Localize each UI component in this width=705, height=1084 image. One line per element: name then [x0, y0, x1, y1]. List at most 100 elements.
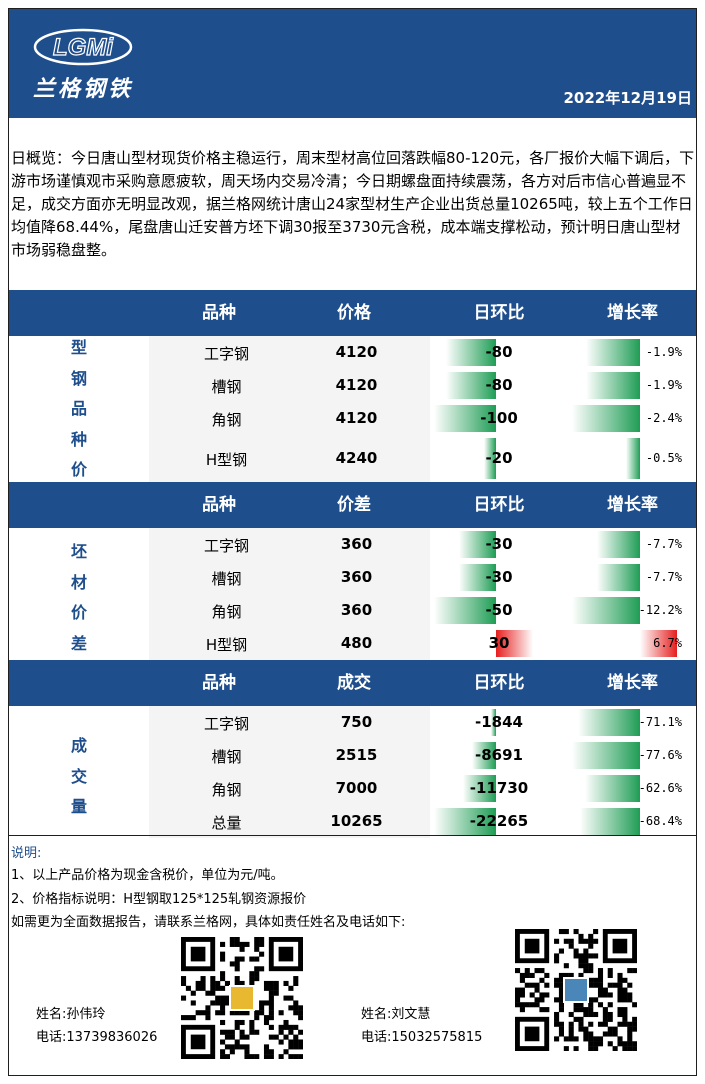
variety-name: 总量	[211, 813, 242, 832]
qr-pattern	[515, 929, 637, 1051]
table-row: 槽钢 4120 -80 -1.9%	[9, 369, 696, 402]
section-label-char: 型	[70, 338, 87, 357]
rate-bar	[578, 709, 640, 736]
rate-cell: -71.1%	[569, 706, 696, 739]
note-line-2: 2、价格指标说明：H型钢取125*125轧钢资源报价	[11, 892, 307, 907]
variety-name: 角钢	[211, 410, 242, 429]
variety-name: H型钢	[205, 450, 248, 469]
note-line-1: 1、以上产品价格为现金含税价，单位为元/吨。	[11, 868, 284, 883]
change-value: -50	[485, 600, 513, 619]
rate-bar	[572, 742, 640, 769]
value-cell: 360	[340, 534, 373, 553]
rate-value: -0.5%	[645, 450, 682, 465]
change-cell: -80	[429, 369, 569, 402]
table-header-row: 品种 成交 日环比 增长率	[9, 660, 696, 706]
change-cell: -8691	[429, 739, 569, 772]
footer-divider	[9, 835, 696, 836]
section-label-char: 交	[70, 766, 87, 786]
daily-overview: 日概览：今日唐山型材现货价格主稳运行，周末型材高位回落跌幅80-120元，各厂报…	[11, 149, 695, 259]
variety-name: 工字钢	[203, 714, 249, 733]
section-label-char: 品	[70, 399, 87, 418]
column-header: 品种	[202, 303, 236, 323]
column-header: 日环比	[473, 673, 525, 693]
variety-name: H型钢	[205, 635, 248, 654]
rate-cell: -62.6%	[569, 772, 696, 805]
section-label-char: 差	[70, 633, 87, 653]
rate-cell: -0.5%	[569, 435, 696, 482]
rate-value: -71.1%	[638, 714, 682, 729]
section-label-char: 价	[70, 460, 87, 479]
rate-bar	[572, 405, 640, 432]
change-cell: -30	[429, 528, 569, 561]
qr-code-2[interactable]	[515, 929, 637, 1051]
table-row: 工字钢 4120 -80 -1.9%	[9, 336, 696, 369]
rate-cell: -1.9%	[569, 369, 696, 402]
change-value: -8691	[475, 745, 523, 764]
variety-name: 角钢	[211, 780, 242, 799]
section-label: 成交量	[9, 731, 149, 823]
table-row: 角钢 4120 -100 -2.4%	[9, 402, 696, 435]
qr-code-1[interactable]	[181, 937, 303, 1059]
change-cell: -1844	[429, 706, 569, 739]
contact-1-phone: 电话:13739836026	[36, 1030, 158, 1045]
change-cell: -20	[429, 435, 569, 482]
table-row: 槽钢 2515 -8691 -77.6%	[9, 739, 696, 772]
value-cell: 480	[340, 633, 373, 652]
change-cell: -30	[429, 561, 569, 594]
change-value: 30	[488, 633, 510, 652]
table-row: 角钢 360 -50 -12.2%	[9, 594, 696, 627]
change-cell: -22265	[429, 805, 569, 838]
value-cell: 750	[340, 712, 373, 731]
rate-bar	[597, 564, 640, 591]
table-row: 工字钢 360 -30 -7.7%	[9, 528, 696, 561]
column-header: 价格	[337, 303, 371, 323]
table-header-row: 品种 价差 日环比 增长率	[9, 482, 696, 528]
column-header: 增长率	[607, 495, 658, 515]
change-bar	[434, 808, 496, 835]
section-label-char: 价	[70, 603, 87, 622]
rate-value: -7.7%	[645, 536, 682, 551]
rate-value: -77.6%	[638, 747, 682, 762]
rate-value: 6.7%	[653, 635, 682, 650]
change-value: -22265	[469, 811, 529, 830]
value-cell: 4240	[335, 448, 378, 467]
change-bar	[491, 709, 496, 736]
rate-bar	[640, 630, 677, 657]
rate-bar	[586, 372, 640, 399]
table-row: 工字钢 750 -1844 -71.1%	[9, 706, 696, 739]
rate-bar	[572, 597, 640, 624]
section-label-char: 量	[70, 797, 87, 816]
row-background	[149, 706, 430, 838]
table-row: H型钢 480 30 6.7%	[9, 627, 696, 660]
change-value: -11730	[469, 778, 529, 797]
section-label-char: 种	[70, 429, 87, 449]
rate-cell: -12.2%	[569, 594, 696, 627]
rate-bar	[597, 531, 640, 558]
column-header: 价差	[337, 495, 371, 515]
svg-text:LGMi: LGMi	[53, 34, 114, 61]
column-header: 品种	[202, 495, 236, 515]
rate-cell: 6.7%	[569, 627, 696, 660]
value-cell: 2515	[335, 745, 378, 764]
value-cell: 4120	[335, 408, 378, 427]
change-cell: -50	[429, 594, 569, 627]
change-bar	[459, 531, 496, 558]
value-cell: 10265	[330, 811, 383, 830]
report-frame: LGMi 兰格钢铁 2022年12月19日 日概览：今日唐山型材现货价格主稳运行…	[8, 8, 697, 1076]
column-header: 成交	[337, 673, 371, 693]
table-row: 槽钢 360 -30 -7.7%	[9, 561, 696, 594]
change-value: -30	[485, 567, 513, 586]
variety-name: 工字钢	[203, 344, 249, 363]
report-date: 2022年12月19日	[563, 89, 693, 107]
column-header: 增长率	[607, 303, 658, 323]
table-header-row: 品种 价格 日环比 增长率	[9, 290, 696, 336]
column-header: 品种	[202, 673, 236, 693]
contact-2-phone: 电话:15032575815	[361, 1030, 483, 1045]
change-value: -80	[485, 375, 513, 394]
rate-cell: -1.9%	[569, 336, 696, 369]
report-header: LGMi 兰格钢铁 2022年12月19日	[9, 9, 696, 118]
row-background	[149, 336, 430, 482]
rate-cell: -68.4%	[569, 805, 696, 838]
variety-name: 槽钢	[211, 377, 242, 396]
change-bar	[434, 405, 496, 432]
